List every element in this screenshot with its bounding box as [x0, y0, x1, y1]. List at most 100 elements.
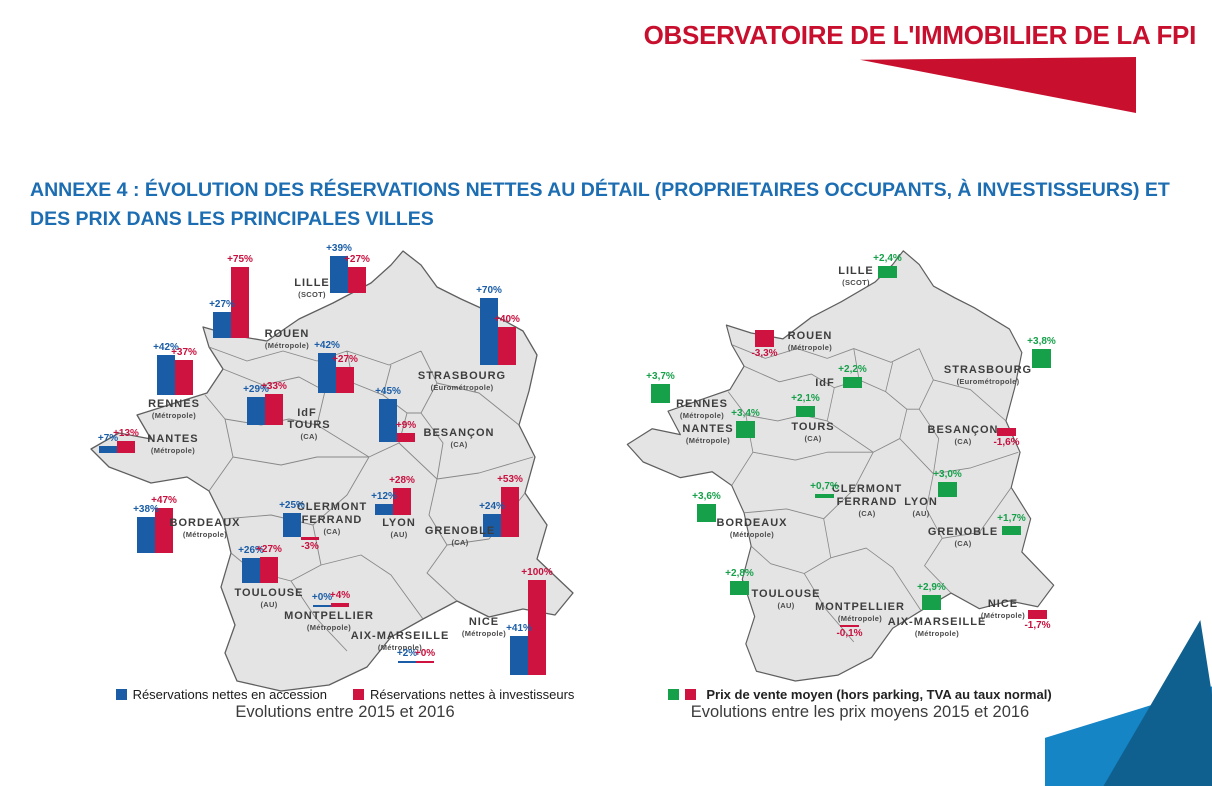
city-name-text: GRENOBLE — [927, 526, 999, 538]
city-name-label: LYON (AU) — [904, 496, 938, 518]
investisseurs-value-label: +28% — [389, 475, 415, 486]
legend-prices: Prix de vente moyen (hors parking, TVA a… — [635, 687, 1085, 702]
city-name-label: GRENOBLE (CA) — [928, 526, 998, 548]
city-name-text: TOURS — [287, 419, 331, 431]
price-bar — [997, 428, 1016, 436]
city-name-text: FERRAND — [301, 514, 363, 527]
investisseurs-value-label: +75% — [227, 254, 253, 265]
investisseurs-swatch-icon — [352, 689, 364, 700]
city-area-text: (CA) — [323, 527, 341, 537]
price-value-label: +1,7% — [997, 513, 1026, 524]
city-name-text: IdF — [297, 407, 317, 419]
investisseurs-bar — [231, 267, 249, 338]
investisseurs-bar — [336, 367, 354, 393]
investisseurs-value-label: +4% — [329, 590, 351, 601]
map-prices: LILLE (SCOT) +2,4% ROUEN (Métropole) -3,3% REN… — [622, 243, 1082, 683]
price-value-label: +3,0% — [933, 469, 962, 480]
city-name-label: ROUEN (Métropole) — [788, 330, 833, 352]
accession-value-label: +25% — [279, 500, 305, 511]
legend-label-accession: Réservations nettes en accession — [132, 687, 327, 702]
investisseurs-bar — [175, 360, 193, 395]
city-area-text: (CA) — [450, 440, 468, 450]
accession-bar — [313, 605, 331, 607]
price-bar — [1002, 526, 1021, 535]
city-area-text: (Métropole) — [461, 629, 507, 639]
city-name-label: CLERMONT FERRAND (CA) — [297, 501, 367, 536]
city-name-label: BESANÇON (CA) — [424, 427, 495, 449]
city-name-label: IdF — [815, 377, 835, 390]
price-bar — [922, 595, 941, 610]
city-name-label: STRASBOURG (Eurométropole) — [944, 364, 1032, 386]
city-name-label: RENNES (Métropole) — [148, 398, 200, 420]
investisseurs-value-label: +0% — [414, 648, 436, 659]
accession-value-label: +38% — [133, 504, 159, 515]
price-bar — [1028, 610, 1047, 619]
price-down-swatch-icon — [685, 689, 697, 700]
investisseurs-bar — [265, 394, 283, 425]
price-bar — [651, 384, 670, 403]
price-value-label: +2,4% — [873, 253, 902, 264]
investisseurs-bar — [260, 557, 278, 583]
city-name-text: CLERMONT — [296, 501, 368, 513]
city-area-text: (AU) — [777, 601, 795, 611]
price-up-swatch-icon — [668, 689, 680, 700]
investisseurs-value-label: -3% — [301, 541, 319, 552]
investisseurs-value-label: +37% — [171, 347, 197, 358]
investisseurs-bar — [155, 508, 173, 553]
accession-bar — [480, 298, 498, 365]
legend-reservations: Réservations nettes en accession Réserva… — [85, 687, 605, 702]
city-area-text: (Métropole) — [685, 436, 731, 446]
accession-bar — [213, 312, 231, 338]
investisseurs-bar — [348, 267, 366, 293]
price-value-label: +3,8% — [1027, 336, 1056, 347]
price-bar — [730, 581, 749, 595]
accession-value-label: +2% — [396, 648, 418, 659]
accession-bar — [99, 446, 117, 453]
city-area-text: (Métropole) — [151, 411, 197, 421]
investisseurs-bar — [416, 661, 434, 663]
city-name-text: NICE — [987, 598, 1019, 610]
caption-prices: Evolutions entre les prix moyens 2015 et… — [690, 703, 1030, 721]
city-area-text: (Métropole) — [914, 629, 960, 639]
legend-item-accession: Réservations nettes en accession — [115, 687, 327, 702]
accession-bar — [510, 636, 528, 675]
accession-bar — [398, 661, 416, 663]
city-name-text: RENNES — [676, 398, 728, 410]
accession-value-label: +12% — [371, 491, 397, 502]
accession-value-label: +0% — [311, 592, 333, 603]
city-area-text: (AU) — [390, 530, 408, 540]
price-value-label: +3,7% — [646, 371, 675, 382]
city-name-text: LILLE — [294, 277, 330, 289]
accession-bar — [483, 514, 501, 537]
city-name-label: TOURS (CA) — [791, 421, 834, 443]
city-name-text: BORDEAUX — [169, 517, 241, 529]
price-value-label: +2,8% — [725, 568, 754, 579]
investisseurs-bar — [397, 433, 415, 442]
city-name-text: MONTPELLIER — [815, 601, 905, 613]
city-area-text: (AU) — [260, 600, 278, 610]
city-name-text: RENNES — [148, 398, 200, 410]
city-name-text: TOURS — [791, 421, 835, 433]
investisseurs-value-label: +33% — [261, 381, 287, 392]
accession-value-label: +27% — [209, 299, 235, 310]
city-area-text: (Métropole) — [980, 611, 1026, 621]
city-area-text: (Métropole) — [264, 341, 310, 351]
accession-value-label: +24% — [479, 501, 505, 512]
city-name-text: AIX-MARSEILLE — [887, 616, 987, 628]
city-name-text: FERRAND — [836, 496, 898, 509]
accession-value-label: +7% — [97, 433, 119, 444]
city-name-label: ROUEN (Métropole) — [265, 328, 310, 350]
accession-value-label: +45% — [375, 386, 401, 397]
city-area-text: (Métropole) — [182, 530, 228, 540]
city-name-text: AIX-MARSEILLE — [350, 630, 450, 642]
city-name-label: BORDEAUX (Métropole) — [170, 517, 241, 539]
city-name-label: NANTES (Métropole) — [147, 433, 198, 455]
price-bar — [815, 494, 834, 498]
investisseurs-value-label: +27% — [344, 254, 370, 265]
price-value-label: -3,3% — [751, 348, 778, 359]
accession-value-label: +70% — [476, 285, 502, 296]
city-area-text: (CA) — [300, 432, 318, 442]
city-name-text: BESANÇON — [927, 424, 999, 436]
city-name-text: BORDEAUX — [716, 517, 788, 529]
page-title-line-2: DES PRIX DANS LES PRINCIPALES VILLES — [30, 208, 434, 230]
